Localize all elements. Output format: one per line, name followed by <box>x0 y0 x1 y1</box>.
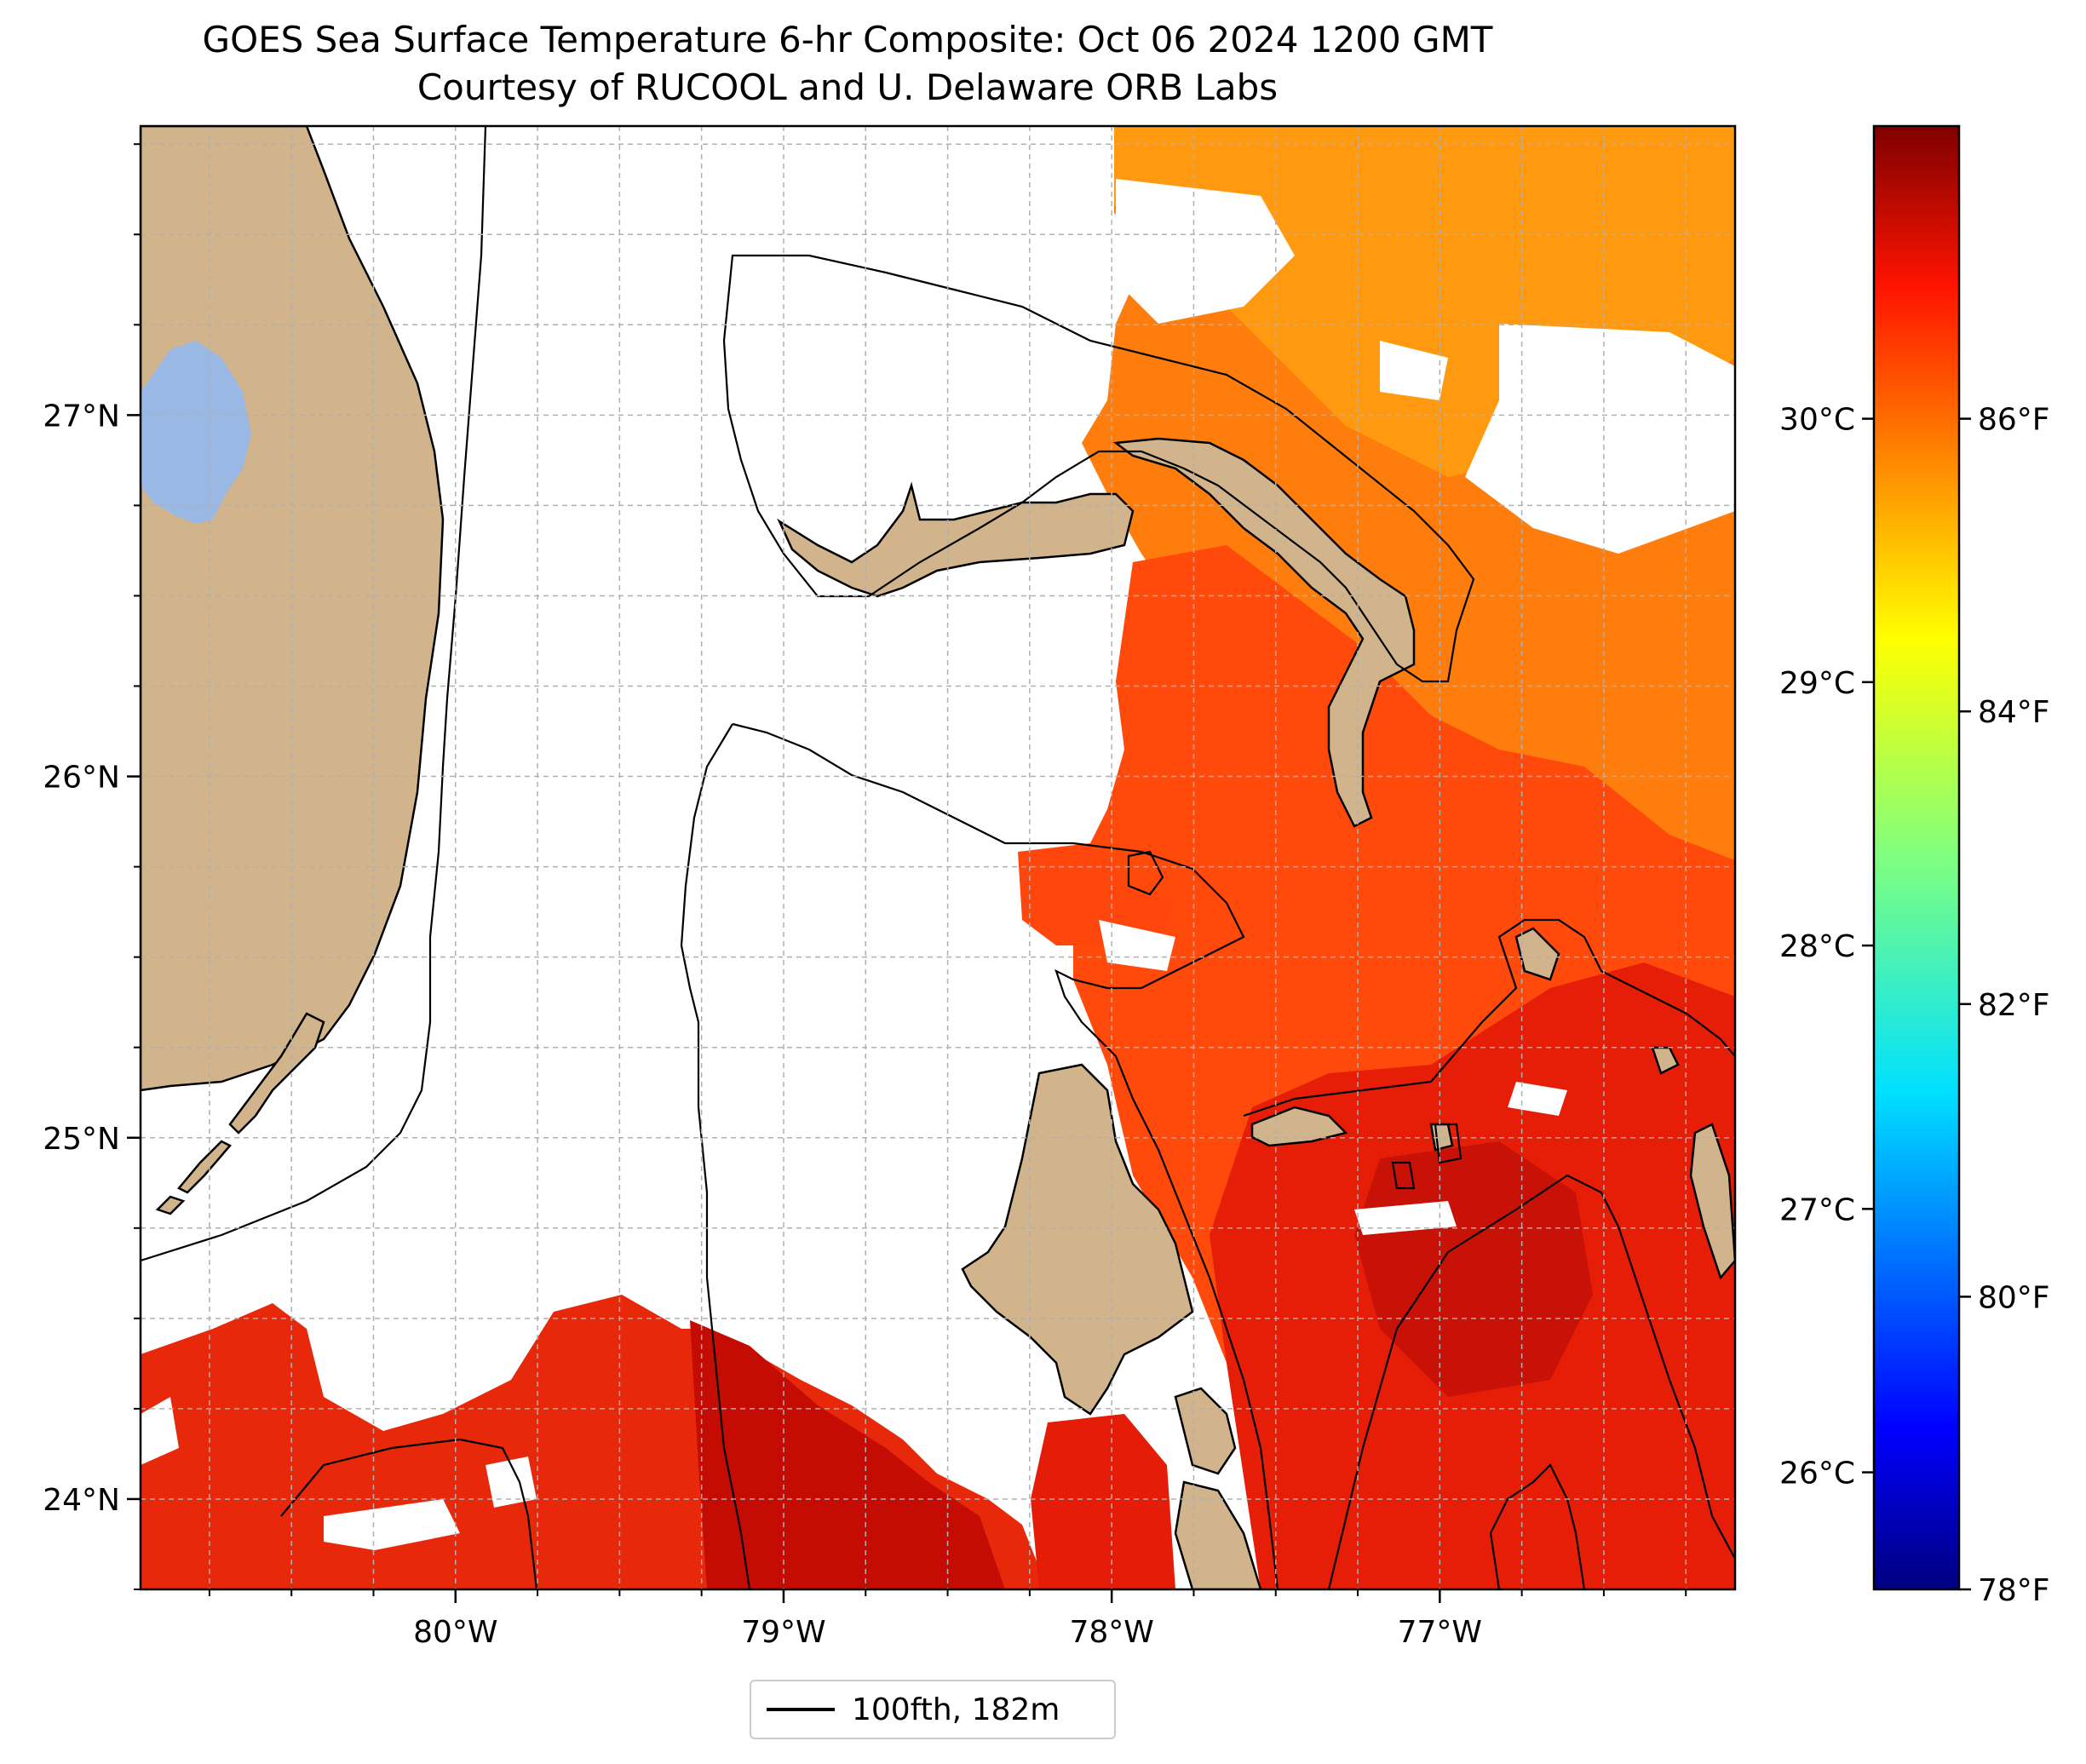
colorbar-c-label: 29°C <box>1779 666 1855 701</box>
land-exuma-south <box>1174 1480 1262 1589</box>
isobath-100fth <box>141 126 1735 1589</box>
isobath-florida-shelf <box>141 126 487 1262</box>
map-subtitle: Courtesy of RUCOOL and U. Delaware ORB L… <box>417 66 1279 108</box>
lat-tick-label: 24°N <box>43 1483 120 1518</box>
lat-tick-label: 27°N <box>43 399 120 434</box>
colorbar-celsius-axis: 26°C 27°C 28°C 29°C 30°C <box>1779 403 1874 1491</box>
colorbar-gradient <box>1872 124 1961 1591</box>
land-andros <box>961 1063 1194 1416</box>
lat-tick-label: 25°N <box>43 1122 120 1157</box>
isobath-tongue-of-ocean <box>1327 1174 1735 1589</box>
isobath-legend: 100fth, 182m <box>750 1680 1116 1739</box>
colorbar-f-label: 78°F <box>1978 1573 2050 1608</box>
land-keys-3 <box>155 1195 186 1215</box>
map-title: GOES Sea Surface Temperature 6-hr Compos… <box>202 19 1493 60</box>
lon-tick-label: 77°W <box>1398 1615 1482 1650</box>
sst-gap-north-2 <box>1116 179 1295 324</box>
sst-field <box>141 126 1735 1589</box>
sst-gap-mid-3 <box>1099 920 1175 971</box>
land-keys-2 <box>177 1140 232 1194</box>
isobath-loop-1 <box>1127 850 1164 896</box>
sst-gap-south-2 <box>486 1457 537 1508</box>
lon-tick-label: 78°W <box>1069 1615 1153 1650</box>
sst-mid-cay <box>1018 843 1175 945</box>
lon-tick-label: 79°W <box>741 1615 825 1650</box>
isobath-eleuthera <box>1243 918 1735 1118</box>
land-cat-island <box>1689 1123 1735 1280</box>
longitude-axis: 80°W 79°W 78°W 77°W <box>208 1589 1687 1650</box>
latitude-axis: 24°N 25°N 26°N 27°N <box>43 143 141 1590</box>
land-eleuthera-east <box>1514 927 1560 981</box>
sst-gap-north-3 <box>1380 341 1448 400</box>
sst-gap-south-3 <box>141 1397 179 1465</box>
colorbar-c-label: 30°C <box>1779 403 1855 438</box>
colorbar-c-label: 26°C <box>1779 1457 1855 1491</box>
sst-gap-south-1 <box>324 1499 460 1550</box>
isobath-loop-2 <box>1434 1123 1462 1164</box>
land-small-cay-1 <box>1651 1046 1680 1075</box>
colorbar: 26°C 27°C 28°C 29°C 30°C 78°F 80°F 82°F 84°F 86°… <box>1779 124 2050 1608</box>
map-canvas[interactable] <box>141 126 1735 1589</box>
isobath-exuma-sound <box>1489 1463 1586 1589</box>
colorbar-c-label: 28°C <box>1779 929 1855 964</box>
colorbar-c-label: 27°C <box>1779 1192 1855 1227</box>
colorbar-f-label: 80°F <box>1978 1280 2050 1315</box>
map-frame <box>139 124 1737 1591</box>
isobath-great-bahama-bank-north <box>732 722 1279 1589</box>
land-exuma-north <box>1174 1387 1237 1475</box>
land-abaco <box>1112 437 1416 828</box>
colorbar-f-label: 84°F <box>1978 695 2050 730</box>
lake-okeechobee <box>141 341 251 524</box>
isobath-great-bahama-bank-west <box>680 723 751 1589</box>
land-eleuthera <box>1250 1106 1348 1147</box>
legend-label: 100fth, 182m <box>852 1692 1060 1727</box>
isobath-cuba-side <box>280 1438 538 1589</box>
lon-tick-label: 80°W <box>413 1615 497 1650</box>
sst-gap-mid-1 <box>1354 1201 1457 1235</box>
isobath-loop-3 <box>1391 1161 1416 1190</box>
land-keys-1 <box>228 1012 325 1135</box>
legend-line-swatch <box>767 1708 835 1711</box>
lat-tick-label: 26°N <box>43 761 120 796</box>
sst-gap-mid-2 <box>1508 1082 1567 1116</box>
sst-south-cay-field <box>1031 1414 1175 1589</box>
colorbar-fahrenheit-axis: 78°F 80°F 82°F 84°F 86°F <box>1959 403 2050 1608</box>
sst-gap-north-1 <box>1465 324 1735 554</box>
land-small-cay-2 <box>1429 1123 1454 1152</box>
colorbar-f-label: 86°F <box>1978 403 2050 438</box>
colorbar-f-label: 82°F <box>1978 988 2050 1023</box>
sst-south-warm-core <box>690 1320 1005 1589</box>
